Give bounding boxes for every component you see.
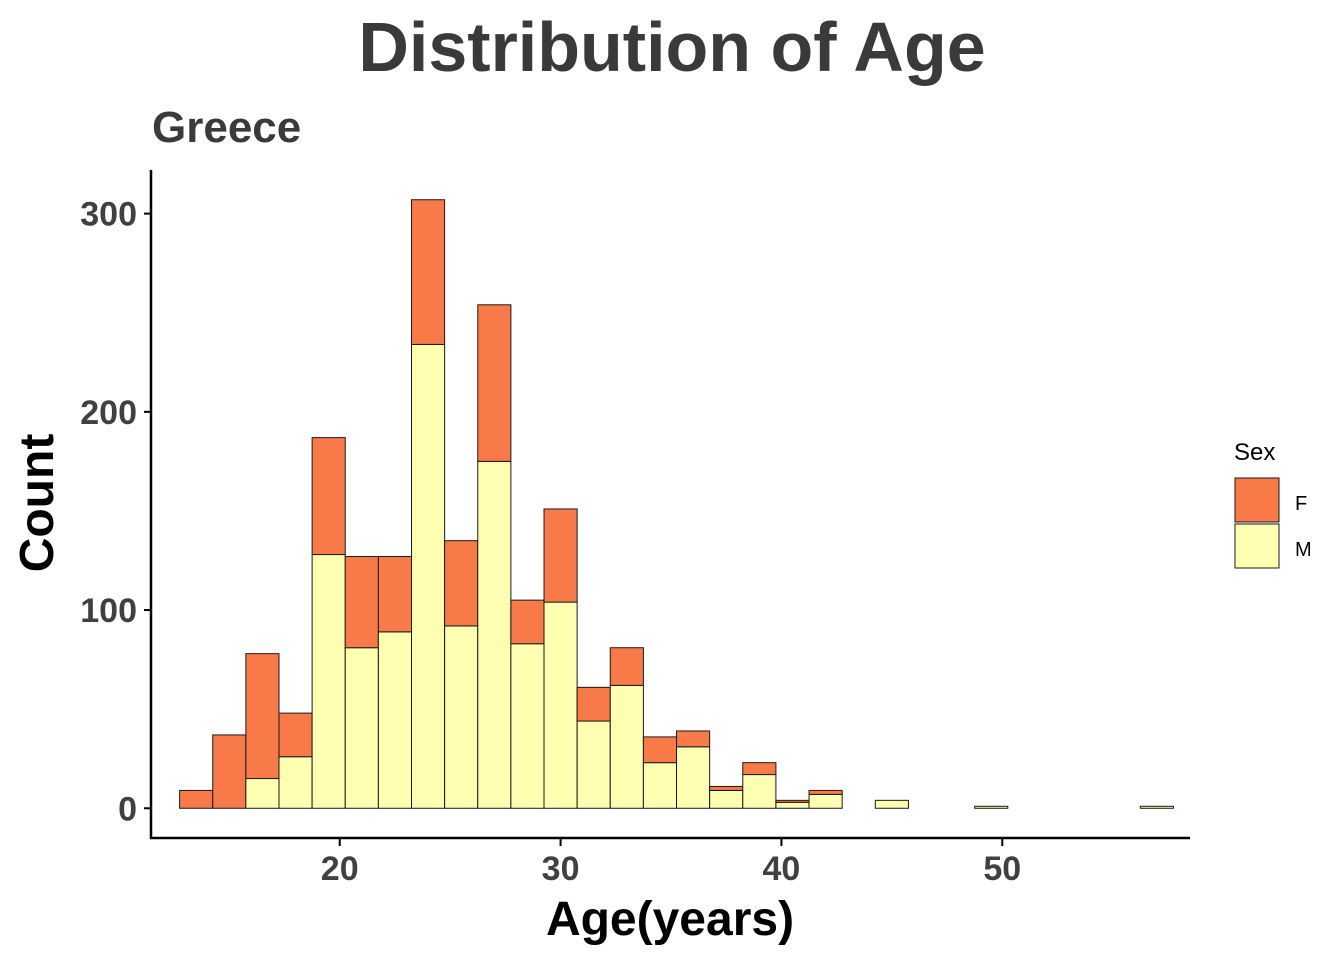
legend: Sex F M [1234, 439, 1312, 569]
bar-m [609, 684, 644, 809]
bar-m [576, 720, 611, 809]
bar-f [576, 686, 611, 722]
x-tick-label: 20 [321, 850, 359, 888]
bar-f [609, 647, 644, 686]
bar-m [874, 799, 909, 809]
legend-label-f: F [1295, 493, 1307, 515]
y-axis-title: Count [11, 434, 64, 573]
bar-f [808, 789, 843, 795]
y-tick-label: 200 [80, 394, 137, 432]
x-tick-label: 40 [763, 850, 801, 888]
bar-m [311, 554, 346, 809]
bar-m [377, 631, 413, 809]
bar-m [775, 801, 810, 809]
y-axis-ticks: 0 100 200 300 [80, 196, 152, 828]
bar-f [344, 556, 379, 649]
bar-m [510, 643, 545, 809]
bar-f [642, 736, 678, 764]
y-tick-label: 0 [118, 790, 137, 828]
legend-swatch-f [1234, 477, 1280, 523]
bar-f [278, 712, 313, 758]
bar-m [543, 601, 578, 809]
bar-m [344, 647, 379, 809]
x-tick-label: 50 [983, 850, 1021, 888]
bar-f [742, 762, 777, 776]
bar-m [245, 778, 280, 809]
bar-m [709, 789, 744, 809]
bar-m [808, 793, 843, 809]
bar-m [411, 343, 446, 809]
y-tick-label: 300 [80, 196, 137, 234]
x-axis-title: Age(years) [546, 893, 794, 946]
bar-m [278, 756, 313, 809]
bar-f [411, 199, 446, 345]
bar-m [974, 805, 1009, 809]
bar-f [543, 508, 578, 603]
bar-f [377, 556, 413, 633]
bar-m [742, 774, 777, 809]
bar-f [179, 789, 214, 809]
x-axis-ticks: 20 30 40 50 [321, 838, 1021, 888]
legend-swatch-m [1234, 523, 1280, 569]
legend-title: Sex [1234, 439, 1275, 466]
bar-f [676, 730, 711, 748]
bar-m [676, 746, 711, 809]
bar-f [212, 734, 247, 809]
bar-f [709, 785, 744, 791]
bar-f [510, 599, 545, 645]
legend-label-m: M [1295, 539, 1312, 561]
bars-group [179, 199, 1174, 809]
x-tick-label: 30 [542, 850, 580, 888]
bar-m [444, 625, 479, 809]
y-tick-label: 100 [80, 592, 137, 630]
bar-f [775, 799, 810, 803]
bar-f [311, 437, 346, 556]
chart-title: Distribution of Age [358, 8, 985, 86]
bar-f [477, 304, 512, 462]
bar-f [245, 653, 280, 780]
chart-subtitle: Greece [152, 103, 301, 152]
bar-m [477, 460, 512, 809]
bar-m [1139, 805, 1174, 809]
bar-m [642, 762, 678, 809]
bar-f [444, 540, 479, 627]
